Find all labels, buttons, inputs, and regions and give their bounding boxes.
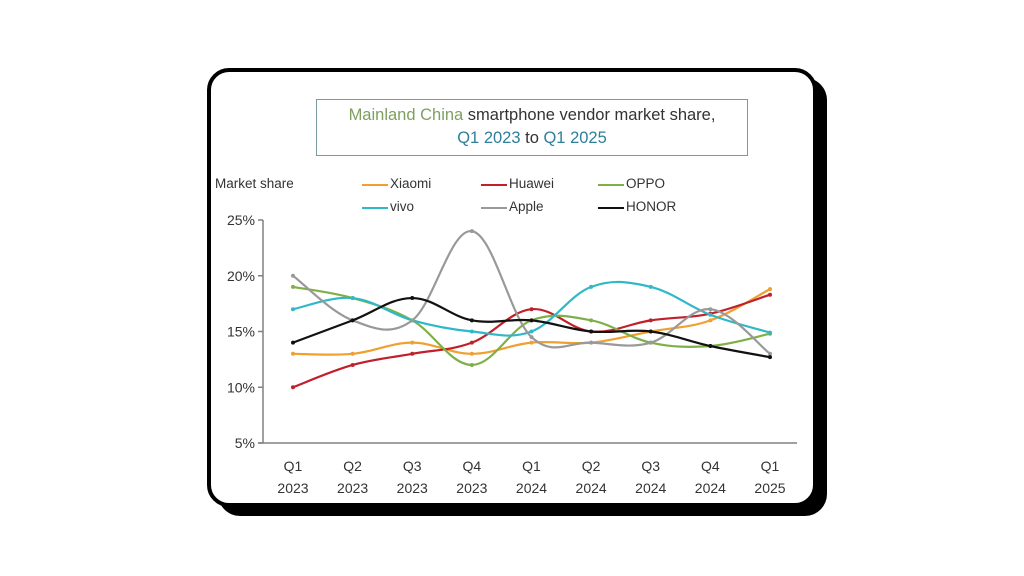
x-tick-label-year: 2024 bbox=[635, 480, 666, 496]
data-point-oppo bbox=[469, 362, 474, 367]
data-point-apple bbox=[708, 307, 713, 312]
data-point-oppo bbox=[589, 318, 594, 323]
data-point-apple bbox=[648, 340, 653, 345]
data-point-xiaomi bbox=[469, 351, 474, 356]
x-tick-label-quarter: Q2 bbox=[343, 458, 362, 474]
data-point-honor bbox=[410, 296, 415, 301]
data-point-honor bbox=[469, 318, 474, 323]
x-tick-label-quarter: Q3 bbox=[641, 458, 660, 474]
data-point-vivo bbox=[708, 312, 713, 317]
x-tick-label-year: 2024 bbox=[576, 480, 607, 496]
y-tick-label: 20% bbox=[227, 268, 255, 284]
data-point-xiaomi bbox=[708, 318, 713, 323]
legend-swatch bbox=[598, 184, 624, 186]
data-point-apple bbox=[291, 273, 295, 278]
data-point-apple bbox=[469, 229, 474, 234]
legend-label: OPPO bbox=[626, 176, 666, 191]
x-tick-label-quarter: Q4 bbox=[701, 458, 720, 474]
data-point-vivo bbox=[529, 329, 534, 334]
data-point-honor bbox=[648, 329, 653, 334]
chart-title-box: Mainland China smartphone vendor market … bbox=[316, 99, 748, 156]
data-point-apple bbox=[529, 335, 534, 340]
x-tick-label-quarter: Q1 bbox=[284, 458, 303, 474]
x-tick-label-year: 2023 bbox=[456, 480, 487, 496]
data-point-xiaomi bbox=[291, 351, 295, 356]
legend-label: vivo bbox=[390, 199, 415, 214]
data-point-oppo bbox=[291, 284, 295, 289]
title-rest: smartphone vendor market share, bbox=[463, 106, 716, 124]
data-point-huawei bbox=[469, 340, 474, 345]
x-tick-label-year: 2025 bbox=[754, 480, 785, 496]
data-point-apple bbox=[410, 318, 415, 323]
x-tick-label-quarter: Q3 bbox=[403, 458, 422, 474]
x-tick-label-quarter: Q2 bbox=[582, 458, 601, 474]
y-axis-label: Market share bbox=[215, 176, 294, 191]
legend-swatch bbox=[481, 207, 507, 209]
legend-label: HONOR bbox=[626, 199, 677, 214]
y-tick-label: 5% bbox=[235, 435, 255, 451]
x-tick-label-year: 2024 bbox=[516, 480, 547, 496]
legend-swatch bbox=[598, 207, 624, 209]
x-tick-label-year: 2023 bbox=[337, 480, 368, 496]
legend-swatch bbox=[362, 207, 388, 209]
y-tick-label: 10% bbox=[227, 379, 255, 395]
series-line-apple bbox=[291, 230, 772, 355]
x-tick-label-quarter: Q1 bbox=[522, 458, 541, 474]
data-point-xiaomi bbox=[410, 340, 415, 345]
x-tick-label-quarter: Q1 bbox=[761, 458, 780, 474]
data-point-vivo bbox=[350, 296, 355, 301]
data-point-xiaomi bbox=[768, 287, 772, 292]
data-point-honor bbox=[708, 343, 713, 348]
data-point-vivo bbox=[648, 284, 653, 289]
data-point-apple bbox=[589, 340, 594, 345]
title-region: Mainland China bbox=[348, 106, 464, 124]
subtitle-end: Q1 2025 bbox=[543, 129, 607, 147]
data-point-honor bbox=[350, 318, 355, 323]
x-tick-label-year: 2023 bbox=[277, 480, 308, 496]
data-point-xiaomi bbox=[350, 351, 355, 356]
y-tick-label: 15% bbox=[227, 324, 255, 340]
data-point-huawei bbox=[350, 362, 355, 367]
data-point-xiaomi bbox=[529, 340, 534, 345]
legend-swatch bbox=[362, 184, 388, 186]
legend-label: Apple bbox=[509, 199, 544, 214]
data-point-huawei bbox=[410, 351, 415, 356]
chart-title: Mainland China smartphone vendor market … bbox=[317, 104, 747, 127]
legend-label: Huawei bbox=[509, 176, 555, 191]
data-point-apple bbox=[768, 351, 772, 356]
data-point-honor bbox=[589, 329, 594, 334]
x-tick-label-year: 2023 bbox=[397, 480, 428, 496]
x-tick-label-year: 2024 bbox=[695, 480, 726, 496]
subtitle-start: Q1 2023 bbox=[457, 129, 521, 147]
series-line-honor bbox=[291, 296, 772, 359]
data-point-huawei bbox=[291, 385, 295, 390]
data-point-vivo bbox=[469, 329, 474, 334]
x-tick-label-quarter: Q4 bbox=[463, 458, 482, 474]
data-point-huawei bbox=[529, 307, 534, 312]
data-point-huawei bbox=[768, 292, 772, 297]
legend-label: Xiaomi bbox=[390, 176, 432, 191]
subtitle-to: to bbox=[520, 129, 544, 147]
y-tick-label: 25% bbox=[227, 212, 255, 228]
data-point-vivo bbox=[291, 307, 295, 312]
data-point-honor bbox=[529, 318, 534, 323]
series-line-oppo bbox=[291, 285, 772, 367]
data-point-honor bbox=[291, 340, 295, 345]
data-point-vivo bbox=[589, 284, 594, 289]
legend-swatch bbox=[481, 184, 507, 186]
data-point-huawei bbox=[648, 318, 653, 323]
chart-subtitle: Q1 2023 to Q1 2025 bbox=[317, 127, 747, 150]
data-point-honor bbox=[768, 355, 772, 360]
data-point-vivo bbox=[768, 330, 772, 335]
